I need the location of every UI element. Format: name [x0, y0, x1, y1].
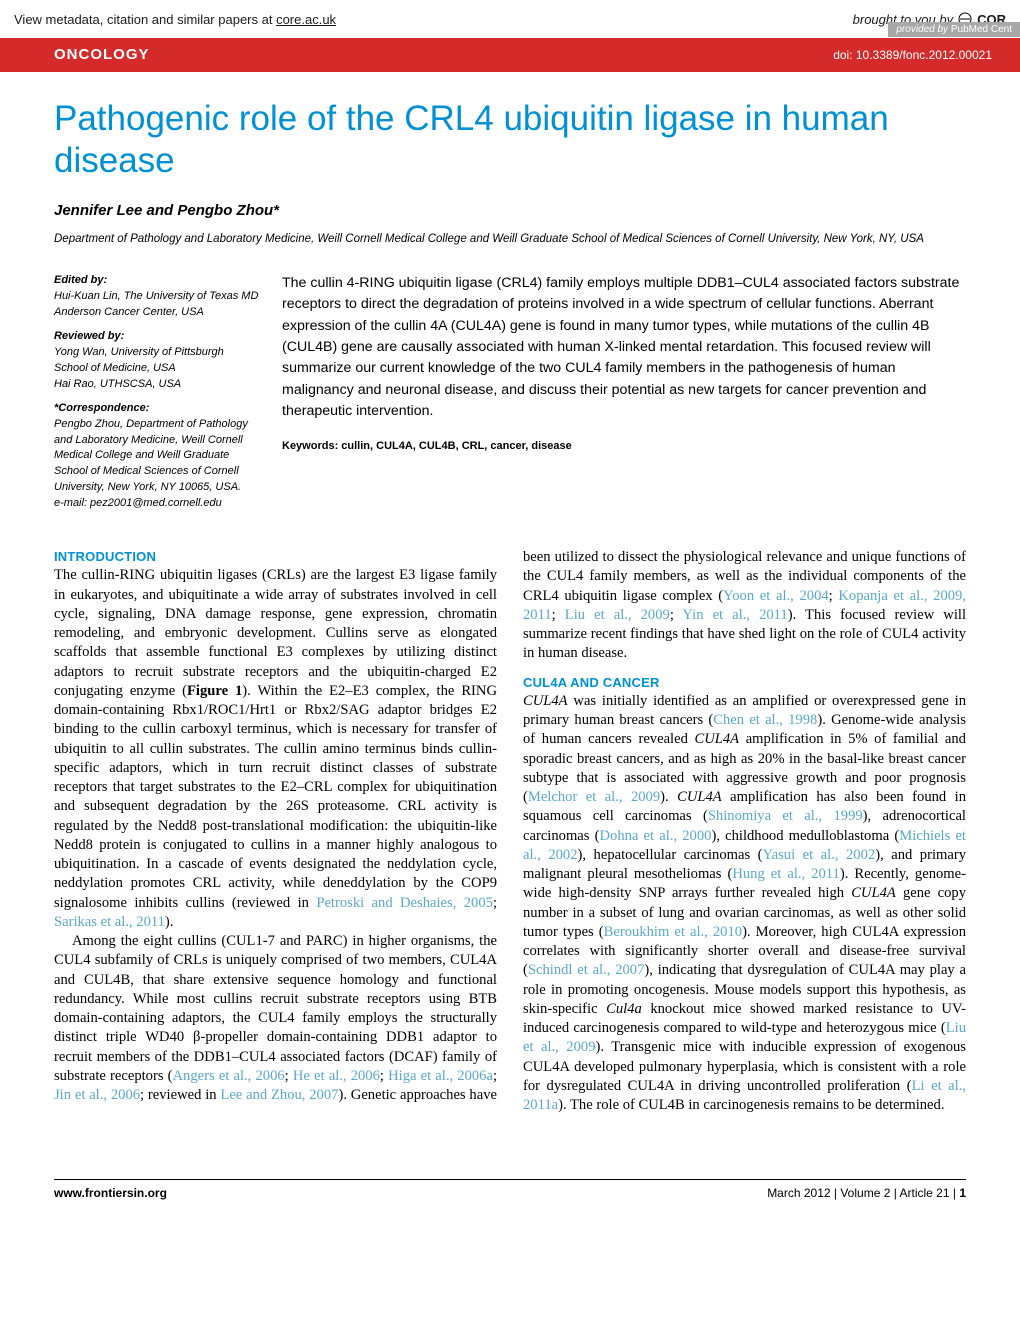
correspondence-email: e-mail: pez2001@med.cornell.edu	[54, 497, 222, 509]
reviewed-by-2: Hai Rao, UTHSCSA, USA	[54, 378, 181, 390]
cul4a-heading: CUL4A AND CANCER	[523, 674, 966, 691]
correspondence-body: Pengbo Zhou, Department of Pathology and…	[54, 418, 248, 494]
cite-angers-2006[interactable]: Angers et al., 2006	[173, 1068, 285, 1084]
provided-source: PubMed Cent	[951, 24, 1012, 35]
doi-text: doi: 10.3389/fonc.2012.00021	[833, 48, 992, 62]
journal-name: ONCOLOGY	[54, 46, 150, 63]
author-line: Jennifer Lee and Pengbo Zhou*	[54, 202, 966, 219]
journal-strip: ONCOLOGY doi: 10.3389/fonc.2012.00021	[0, 38, 1020, 72]
edited-by-body: Hui-Kuan Lin, The University of Texas MD…	[54, 290, 258, 318]
cite-sarikas-2011[interactable]: Sarikas et al., 2011	[54, 914, 165, 930]
cul4a-para: CUL4A was initially identified as an amp…	[523, 692, 966, 1116]
abstract-text: The cullin 4-RING ubiquitin ligase (CRL4…	[282, 273, 966, 422]
core-link[interactable]: core.ac.uk	[276, 12, 336, 27]
cite-melchor-2009[interactable]: Melchor et al., 2009	[528, 789, 660, 805]
cite-he-2006[interactable]: He et al., 2006	[293, 1068, 380, 1084]
cite-lee-zhou-2007[interactable]: Lee and Zhou, 2007	[220, 1087, 338, 1103]
editorial-meta: Edited by: Hui-Kuan Lin, The University …	[54, 273, 260, 520]
cite-schindl-2007[interactable]: Schindl et al., 2007	[528, 962, 645, 978]
article-title: Pathogenic role of the CRL4 ubiquitin li…	[54, 98, 966, 182]
reviewed-by-hdr: Reviewed by:	[54, 330, 124, 342]
banner-left: View metadata, citation and similar pape…	[14, 12, 336, 27]
cite-yoon-2004[interactable]: Yoon et al., 2004	[723, 588, 829, 604]
intro-para-1: The cullin-RING ubiquitin ligases (CRLs)…	[54, 566, 497, 932]
cite-higa-2006a[interactable]: Higa et al., 2006a	[388, 1068, 493, 1084]
cite-jin-2006[interactable]: Jin et al., 2006	[54, 1087, 140, 1103]
abstract-block: The cullin 4-RING ubiquitin ligase (CRL4…	[282, 273, 966, 520]
cite-beroukhim-2010[interactable]: Beroukhim et al., 2010	[604, 924, 742, 940]
footer-issue: March 2012 | Volume 2 | Article 21 | 1	[767, 1186, 966, 1200]
cite-dohna-2000[interactable]: Dohna et al., 2000	[599, 828, 711, 844]
cite-yasui-2002[interactable]: Yasui et al., 2002	[763, 847, 876, 863]
correspondence-hdr: *Correspondence:	[54, 402, 149, 414]
cite-hung-2011[interactable]: Hung et al., 2011	[732, 866, 839, 882]
introduction-heading: INTRODUCTION	[54, 548, 497, 565]
banner-left-prefix: View metadata, citation and similar pape…	[14, 12, 276, 27]
cite-shinomiya-1999[interactable]: Shinomiya et al., 1999	[708, 808, 863, 824]
provided-prefix: provided by	[896, 24, 950, 35]
edited-by-hdr: Edited by:	[54, 274, 107, 286]
cite-liu-2009[interactable]: Liu et al., 2009	[565, 607, 670, 623]
core-banner: View metadata, citation and similar pape…	[0, 0, 1020, 38]
cite-petroski-2005[interactable]: Petroski and Deshaies, 2005	[316, 895, 493, 911]
reviewed-by-1: Yong Wan, University of Pittsburgh Schoo…	[54, 346, 224, 374]
cite-chen-1998[interactable]: Chen et al., 1998	[713, 712, 817, 728]
article-body: INTRODUCTION The cullin-RING ubiquitin l…	[54, 548, 966, 1115]
cite-yin-2011[interactable]: Yin et al., 2011	[682, 607, 787, 623]
provided-by-tag: provided by PubMed Cent	[888, 22, 1020, 37]
affiliation: Department of Pathology and Laboratory M…	[54, 231, 966, 247]
keywords-line: Keywords: cullin, CUL4A, CUL4B, CRL, can…	[282, 438, 966, 455]
footer-site[interactable]: www.frontiersin.org	[54, 1186, 167, 1200]
page-footer: www.frontiersin.org March 2012 | Volume …	[54, 1179, 966, 1200]
